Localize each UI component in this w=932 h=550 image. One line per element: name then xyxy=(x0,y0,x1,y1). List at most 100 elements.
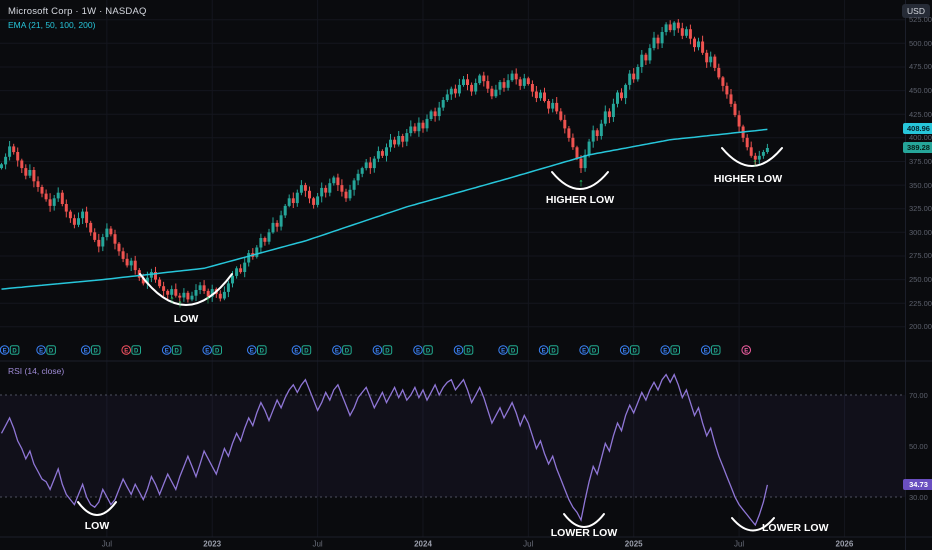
low-arc-drawing[interactable] xyxy=(139,273,233,306)
dividend-icon[interactable]: D xyxy=(382,345,393,355)
dividend-icon[interactable]: D xyxy=(629,345,640,355)
svg-text:E: E xyxy=(663,348,667,354)
price-axis-label: 350.00 xyxy=(909,180,932,190)
dividend-icon[interactable]: D xyxy=(90,345,101,355)
svg-text:E: E xyxy=(250,348,254,354)
earnings-icon[interactable]: E xyxy=(121,345,131,355)
earnings-icon[interactable]: E xyxy=(619,345,630,355)
price-axis-label: 500.00 xyxy=(909,38,932,48)
earnings-icon[interactable]: E xyxy=(538,345,549,355)
svg-text:E: E xyxy=(623,348,627,354)
currency-toggle-button[interactable]: USD xyxy=(902,4,930,18)
rsi-line[interactable] xyxy=(0,373,769,527)
time-axis[interactable]: Jul 2023 Jul 2024 Jul 2025 Jul 2026 xyxy=(102,540,854,549)
svg-text:E: E xyxy=(542,348,546,354)
annotation-text[interactable]: LOWER LOW xyxy=(762,522,829,534)
earnings-icon[interactable]: E xyxy=(700,345,711,355)
chart-annotations[interactable]: LOW HIGHER LOW HIGHER LOW LOW LOWER LOW LOWER… xyxy=(77,147,829,539)
price-axis-label: 425.00 xyxy=(909,109,932,119)
price-axis[interactable]: USD 525.00 500.00 475.00 450.00 425.00 400.00… xyxy=(902,0,932,550)
earnings-icon[interactable]: E xyxy=(161,345,172,355)
dividend-icon[interactable]: D xyxy=(589,345,599,355)
up-arrow-marker[interactable]: ↑ xyxy=(578,177,584,189)
dividend-icon[interactable]: D xyxy=(508,345,518,355)
up-arrow-marker[interactable]: ↑ xyxy=(177,298,183,310)
dividend-icon[interactable]: D xyxy=(46,345,56,355)
low-arc-drawing[interactable] xyxy=(551,171,609,190)
earnings-icon[interactable]: E xyxy=(291,345,302,355)
ema-indicator-label[interactable]: EMA (21, 50, 100, 200) xyxy=(8,20,96,30)
price-axis-label: 250.00 xyxy=(909,275,932,285)
dividend-icon[interactable]: D xyxy=(423,345,433,355)
price-axis-label: 275.00 xyxy=(909,251,932,261)
dividend-icon[interactable]: D xyxy=(212,345,222,355)
svg-text:D: D xyxy=(12,348,17,354)
ema-line[interactable] xyxy=(1,128,768,290)
ma-price-badge: 408.96 xyxy=(903,123,932,135)
earnings-icon[interactable]: E xyxy=(36,345,46,355)
annotation-text[interactable]: LOW xyxy=(85,520,110,532)
earnings-icon[interactable]: E xyxy=(332,345,342,355)
low-arc-drawing[interactable] xyxy=(563,513,605,528)
dividend-icon[interactable]: D xyxy=(301,345,312,355)
rsi-axis-label: 30.00 xyxy=(909,492,928,502)
svg-text:D: D xyxy=(426,348,431,354)
dividend-icon[interactable]: D xyxy=(9,345,20,355)
candlestick-series[interactable] xyxy=(0,19,769,303)
annotation-text[interactable]: HIGHER LOW xyxy=(546,194,614,206)
symbol-legend: Microsoft Corp · 1W · NASDAQ EMA (21, 50… xyxy=(8,6,147,30)
earnings-icon[interactable]: E xyxy=(453,345,464,355)
earnings-icon[interactable]: E xyxy=(372,345,383,355)
price-axis-label: 525.00 xyxy=(909,15,932,25)
up-arrow-marker[interactable]: ↑ xyxy=(752,157,758,169)
svg-text:E: E xyxy=(335,348,339,354)
earnings-icon[interactable]: E xyxy=(498,345,508,355)
svg-text:E: E xyxy=(205,348,209,354)
up-arrow-marker[interactable]: ↑ xyxy=(205,294,211,306)
dividend-icon[interactable]: D xyxy=(342,345,352,355)
last-price-badge: 389.28 xyxy=(903,141,932,153)
earnings-icon[interactable]: E xyxy=(579,345,589,355)
dividend-icon[interactable]: D xyxy=(670,345,681,355)
earnings-icon[interactable]: E xyxy=(0,345,10,355)
earnings-icon[interactable]: E xyxy=(660,345,671,355)
earnings-icon[interactable]: E xyxy=(741,345,752,355)
price-axis-label: 450.00 xyxy=(909,86,932,96)
svg-text:E: E xyxy=(124,348,128,354)
dividend-icon[interactable]: D xyxy=(131,345,141,355)
annotation-text[interactable]: LOW xyxy=(174,313,199,325)
svg-text:D: D xyxy=(466,348,471,354)
earnings-icon[interactable]: E xyxy=(247,345,257,355)
dividend-icon[interactable]: D xyxy=(463,345,474,355)
svg-text:D: D xyxy=(592,348,597,354)
dividend-icon[interactable]: D xyxy=(257,345,267,355)
annotation-text[interactable]: HIGHER LOW xyxy=(714,173,782,185)
symbol-title[interactable]: Microsoft Corp · 1W · NASDAQ xyxy=(8,6,147,17)
svg-text:E: E xyxy=(294,348,298,354)
low-arc-drawing[interactable] xyxy=(77,501,117,516)
price-axis-label: 200.00 xyxy=(909,322,932,332)
svg-text:D: D xyxy=(304,348,309,354)
low-arc-drawing[interactable] xyxy=(731,517,775,532)
svg-text:D: D xyxy=(215,348,220,354)
annotation-text[interactable]: LOWER LOW xyxy=(551,527,618,539)
time-axis-label: Jul xyxy=(312,540,322,549)
svg-text:E: E xyxy=(704,348,708,354)
svg-text:E: E xyxy=(582,348,586,354)
rsi-indicator-label[interactable]: RSI (14, close) xyxy=(8,366,65,376)
dividend-icon[interactable]: D xyxy=(171,345,182,355)
up-arrow-marker[interactable]: ↑ xyxy=(169,294,175,306)
svg-text:E: E xyxy=(501,348,505,354)
earnings-icon[interactable]: E xyxy=(413,345,423,355)
low-arc-drawing[interactable] xyxy=(721,147,783,167)
rsi-band xyxy=(0,395,905,497)
earnings-icon[interactable]: E xyxy=(80,345,91,355)
dividend-icon[interactable]: D xyxy=(710,345,721,355)
earnings-icon[interactable]: E xyxy=(202,345,212,355)
time-axis-label: Jul xyxy=(734,540,744,549)
dividend-icon[interactable]: D xyxy=(548,345,559,355)
price-axis-label: 375.00 xyxy=(909,156,932,166)
